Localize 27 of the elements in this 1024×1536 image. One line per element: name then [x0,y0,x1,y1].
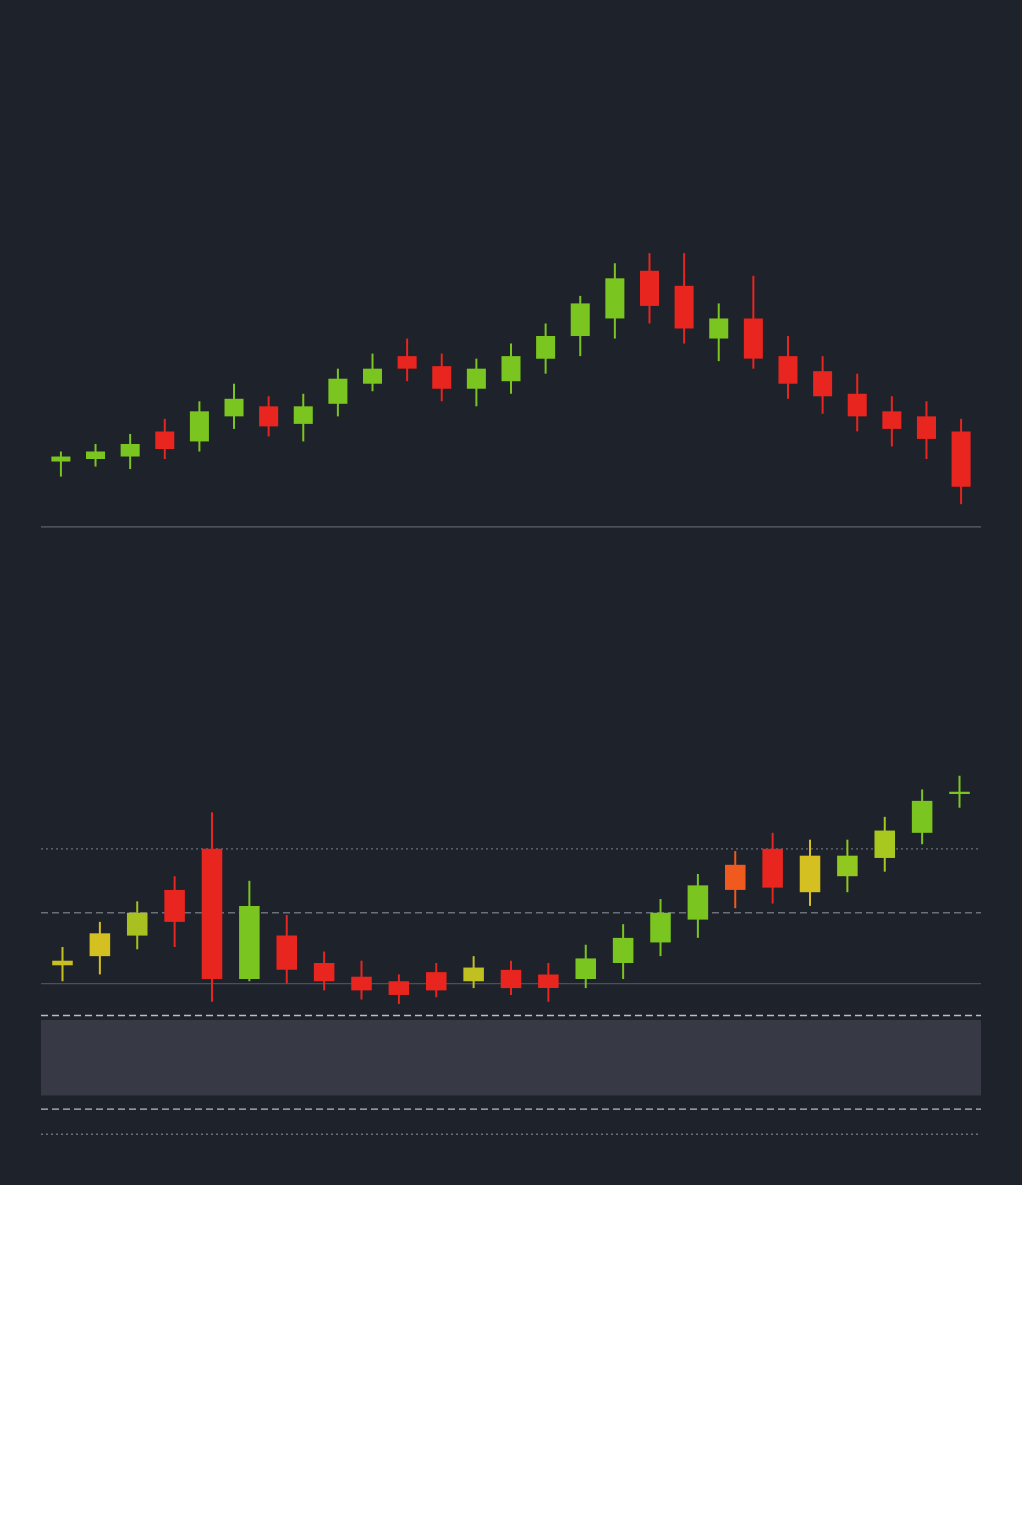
candlestick [86,442,106,468]
candlestick [362,352,383,393]
candlestick [388,973,410,1006]
candlestick [709,302,729,363]
candlestick [293,392,313,443]
candlestick [126,900,148,951]
candlestick [351,959,372,1001]
candlestick [120,432,140,471]
candlestick [259,395,279,438]
candlestick [538,961,559,1003]
candlestick [432,352,452,403]
candlestick [837,838,858,894]
candlestick [500,959,522,996]
candlestick [425,961,447,999]
candlestick [89,920,111,976]
candlestick [575,943,597,990]
candlestick [916,400,936,461]
candlestick [313,950,335,992]
candlestick [155,417,175,461]
candlestick [397,337,417,383]
candlestick [224,382,244,430]
candlestick [51,450,71,478]
candlestick [463,955,484,990]
candlestick [882,395,902,448]
candlestick [847,372,867,433]
candlestick [466,357,486,408]
candlestick [536,322,556,375]
